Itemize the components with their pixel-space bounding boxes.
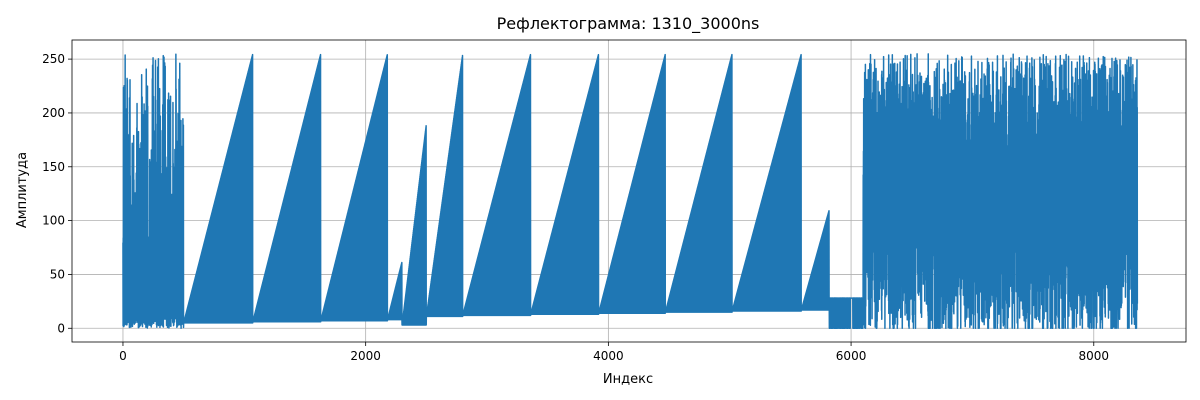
axes: 0 2000 4000 6000 8000 0 50 100 150 200 250 — [42, 39, 1187, 363]
plot-frame — [71, 39, 1187, 343]
series-line-amplitude — [122, 53, 1139, 330]
y-tick-label-2: 100 — [42, 214, 65, 228]
y-tick-label-0: 0 — [57, 321, 65, 335]
y-tick-label-3: 150 — [42, 160, 65, 174]
y-tick-label-5: 250 — [42, 52, 65, 66]
x-tick-label-2: 4000 — [593, 349, 624, 363]
x-axis-label: Индекс — [603, 372, 653, 387]
y-tick-label-1: 50 — [50, 267, 65, 281]
plot-area — [122, 53, 1139, 330]
x-tick-label-4: 8000 — [1079, 349, 1110, 363]
y-axis-label: Амплитуда — [15, 152, 30, 228]
x-tick-label-1: 2000 — [350, 349, 381, 363]
x-tick-label-3: 6000 — [836, 349, 867, 363]
y-tick-label-4: 200 — [42, 106, 65, 120]
chart-title: Рефлектограмма: 1310_3000ns — [497, 14, 760, 34]
x-tick-label-0: 0 — [119, 349, 127, 363]
